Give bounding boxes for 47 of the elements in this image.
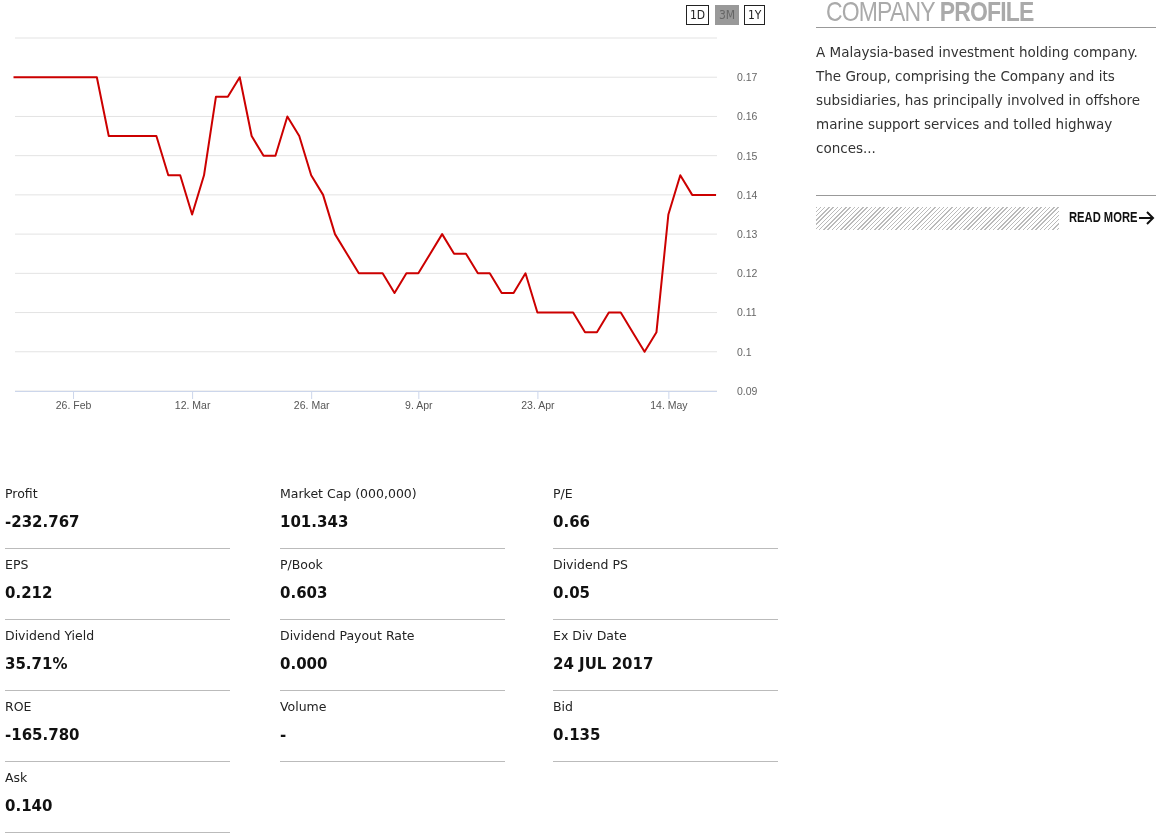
y-tick-label: 0.15 [737, 149, 758, 162]
text: 35.71% [5, 655, 69, 673]
text: A Malaysia-based investment holding company. The Group, comprising the Company and its subsidiaries, has principally involved in offshore marine support services and tolled highway conces... [816, 43, 1142, 158]
text: Bid [553, 699, 574, 714]
y-tick-label: 0.12 [737, 267, 758, 280]
text: Market Cap (000,000) [280, 486, 418, 501]
y-tick-label: 0.09 [737, 384, 758, 397]
text: Ask [5, 770, 29, 785]
text: Dividend Yield [5, 628, 96, 643]
y-tick-label: 0.14 [737, 188, 758, 201]
text: 101.343 [280, 513, 350, 531]
text: 0.66 [553, 513, 591, 531]
text: 1Y [744, 5, 766, 25]
text: - [280, 726, 288, 744]
y-tick-label: 0.16 [737, 110, 758, 123]
text: 0.135 [553, 726, 602, 744]
text: 1D [686, 5, 710, 25]
text: COMPANY PROFILE [826, 0, 1034, 27]
y-tick-label: 0.17 [737, 71, 758, 84]
x-tick-label: 12. Mar [174, 399, 211, 412]
x-tick-label: 26. Feb [55, 399, 92, 412]
text: 0.05 [553, 584, 591, 602]
text: P/E [553, 486, 574, 501]
text: 0.212 [5, 584, 54, 602]
text: EPS [5, 557, 30, 572]
x-tick-label: 23. Apr [521, 399, 556, 412]
y-tick-label: 0.11 [737, 306, 757, 319]
text: 0.603 [280, 584, 329, 602]
text: Profit [5, 486, 39, 501]
x-tick-label: 9. Apr [405, 399, 434, 412]
text: -232.767 [5, 513, 81, 531]
line-series [12, 76, 717, 353]
text: Ex Div Date [553, 628, 628, 643]
text: 24 JUL 2017 [553, 655, 655, 673]
text: P/Book [280, 557, 324, 572]
y-tick-label: 0.1 [737, 345, 752, 358]
text: Dividend Payout Rate [280, 628, 416, 643]
text: ROE [5, 699, 33, 714]
text: Volume [280, 699, 328, 714]
text: -165.780 [5, 726, 81, 744]
x-tick-label: 14. May [650, 399, 689, 412]
text: READ MORE [1069, 209, 1138, 225]
text: Dividend PS [553, 557, 629, 572]
y-tick-label: 0.13 [737, 227, 758, 240]
x-tick-label: 26. Mar [293, 399, 330, 412]
text: 0.000 [280, 655, 329, 673]
text: 0.140 [5, 797, 54, 815]
